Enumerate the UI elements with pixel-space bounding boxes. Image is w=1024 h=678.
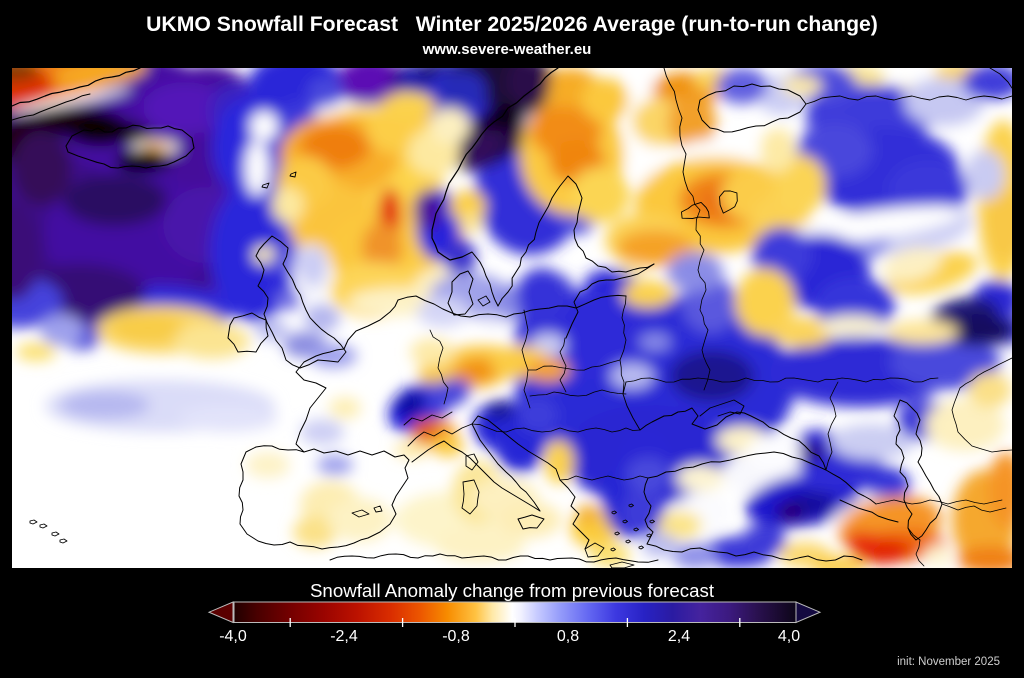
svg-text:-0,8: -0,8 [442,628,470,645]
svg-text:4,0: 4,0 [778,628,800,645]
svg-text:2,4: 2,4 [668,628,690,645]
svg-text:www.severe-weather.eu: www.severe-weather.eu [422,41,592,58]
svg-text:-2,4: -2,4 [330,628,358,645]
svg-text:Snowfall Anomaly change from p: Snowfall Anomaly change from previous fo… [310,580,715,601]
svg-text:0,8: 0,8 [557,628,579,645]
svg-text:init: November 2025: init: November 2025 [897,656,1000,668]
svg-text:-4,0: -4,0 [219,628,247,645]
svg-text:UKMO Snowfall Forecast Winte: UKMO Snowfall Forecast Winter 2025/2026 … [146,13,878,36]
